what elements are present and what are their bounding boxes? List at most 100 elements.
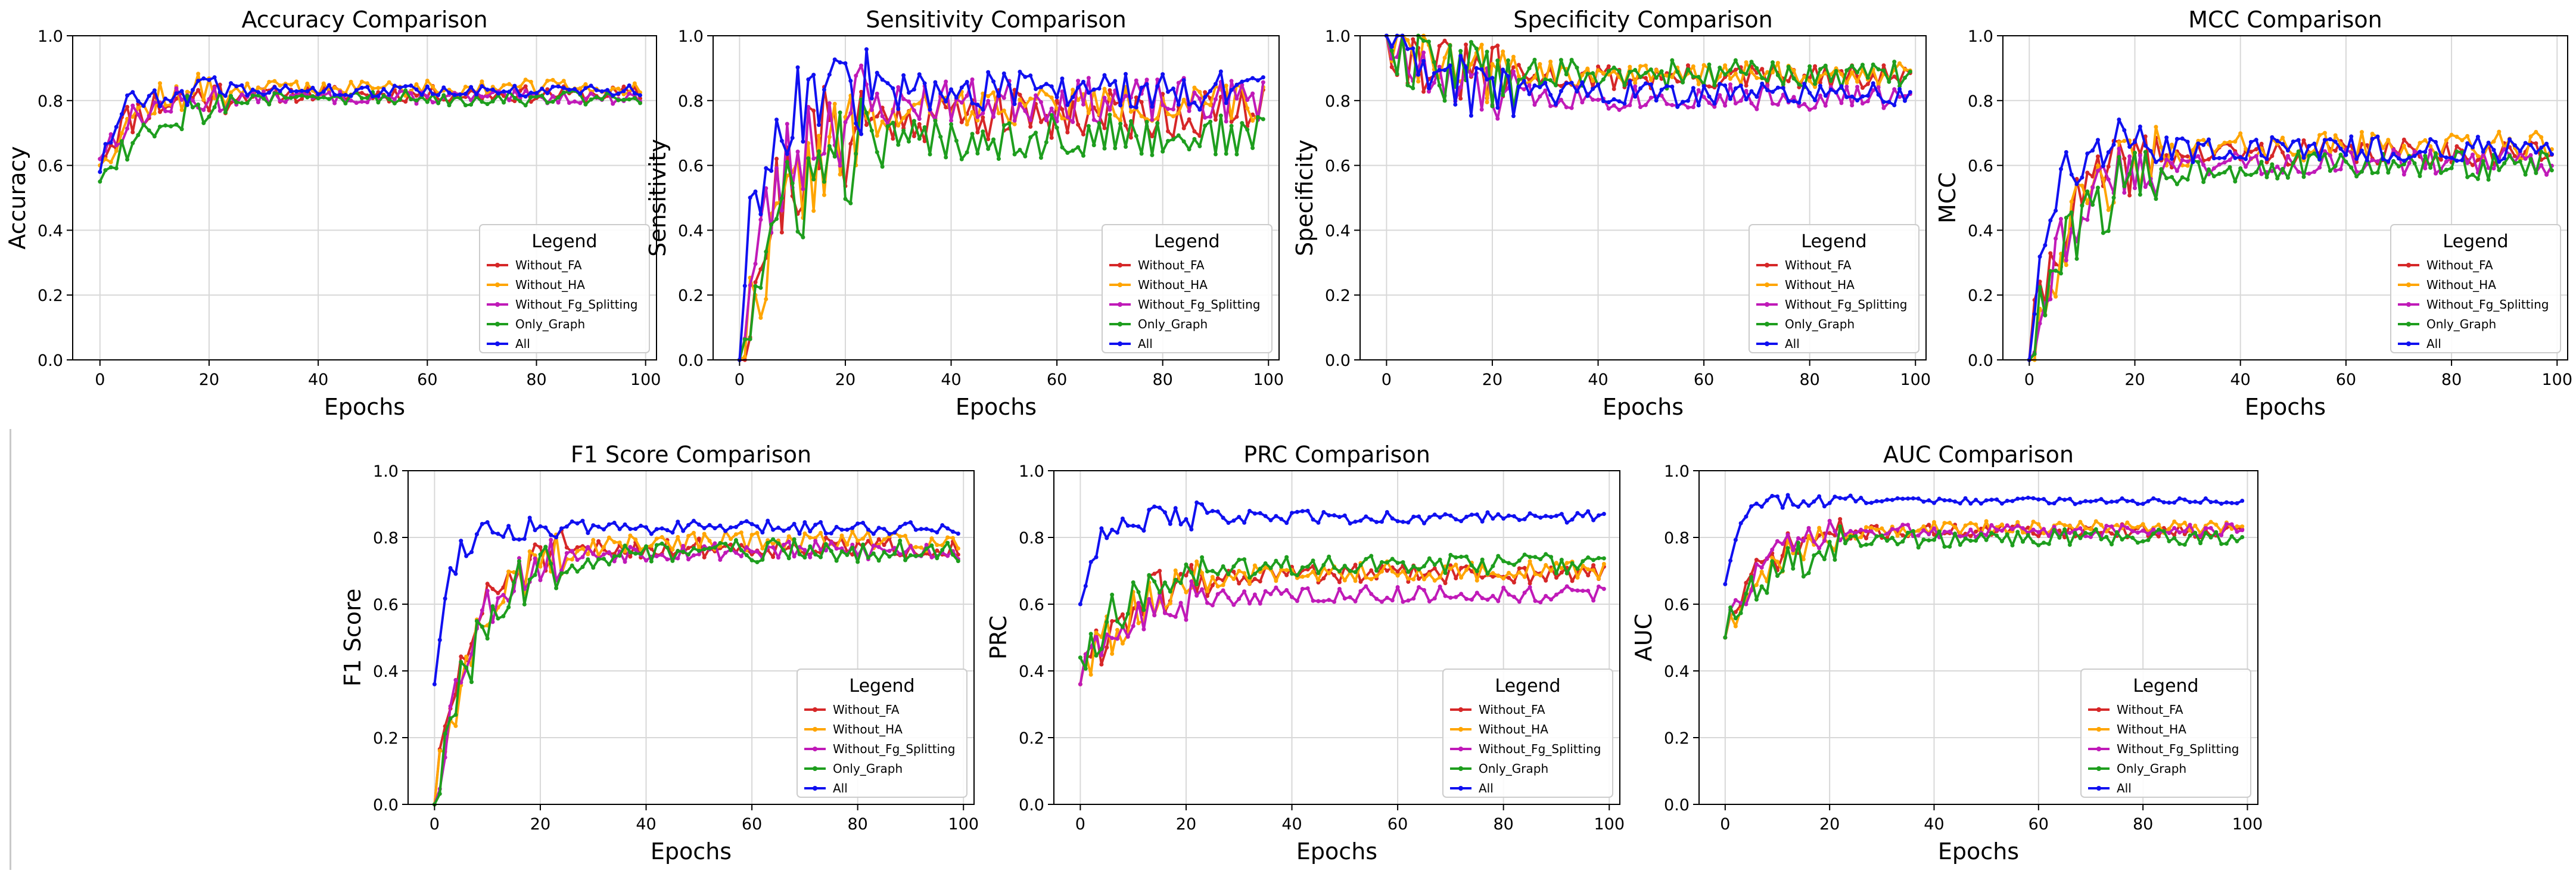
data-point — [1150, 134, 1155, 139]
data-point — [2259, 141, 2264, 146]
y-tick-label: 0.4 — [678, 222, 704, 240]
data-point — [1295, 599, 1299, 604]
x-tick-label: 100 — [1253, 371, 1284, 389]
data-point — [2052, 528, 2057, 533]
data-point — [713, 545, 717, 550]
x-axis-label: Epochs — [956, 394, 1037, 420]
data-point — [1544, 578, 1548, 583]
data-point — [1596, 556, 1601, 561]
data-point — [125, 157, 130, 162]
legend-label: Without_FA — [515, 258, 582, 272]
data-point — [1880, 499, 1884, 503]
data-point — [871, 551, 876, 556]
data-point — [2275, 142, 2280, 147]
data-point — [1245, 106, 1250, 111]
data-point — [758, 285, 763, 290]
data-point — [913, 527, 918, 532]
data-point — [1892, 60, 1897, 64]
data-point — [1887, 100, 1891, 104]
data-point — [1628, 102, 1632, 107]
data-point — [822, 87, 826, 92]
data-point — [771, 537, 776, 542]
data-point — [1902, 67, 1907, 72]
data-point — [742, 355, 747, 359]
data-point — [2031, 496, 2036, 500]
y-tick-label: 0.8 — [678, 92, 704, 111]
data-point — [528, 79, 533, 84]
data-point — [1496, 599, 1501, 604]
data-point — [2291, 153, 2295, 157]
data-point — [447, 103, 452, 108]
data-point — [766, 540, 770, 545]
data-point — [1261, 80, 1265, 85]
data-point — [1099, 662, 1104, 667]
data-point — [1018, 102, 1022, 107]
data-point — [623, 522, 627, 527]
series-All — [432, 515, 960, 686]
x-tick-label: 80 — [1799, 371, 1819, 389]
data-point — [606, 550, 611, 555]
data-point — [1389, 48, 1394, 53]
data-point — [1210, 583, 1215, 587]
data-point — [665, 545, 670, 550]
data-point — [1733, 58, 1738, 63]
data-point — [2207, 157, 2211, 161]
data-point — [1110, 527, 1115, 532]
data-point — [753, 280, 758, 285]
data-point — [1305, 574, 1310, 579]
data-point — [2227, 139, 2232, 144]
data-point — [866, 555, 870, 560]
data-point — [2191, 148, 2195, 153]
data-point — [1215, 592, 1220, 596]
data-point — [1892, 103, 1897, 108]
data-point — [1155, 116, 1160, 120]
data-point — [575, 545, 580, 549]
data-point — [1801, 557, 1806, 562]
data-point — [644, 558, 649, 563]
data-point — [1780, 568, 1785, 573]
data-point — [1570, 517, 1575, 522]
data-point — [2491, 139, 2496, 144]
data-point — [1229, 123, 1234, 128]
data-point — [1718, 66, 1722, 70]
data-point — [744, 519, 749, 524]
series-line — [1385, 35, 1911, 104]
data-point — [1749, 89, 1754, 94]
data-point — [1442, 68, 1447, 73]
data-point — [556, 84, 561, 89]
data-point — [686, 552, 691, 557]
data-point — [1942, 529, 1947, 534]
data-point — [1958, 531, 1962, 536]
data-point — [1749, 60, 1754, 64]
data-point — [801, 235, 805, 240]
x-tick-label: 40 — [1588, 371, 1608, 389]
data-point — [696, 536, 701, 541]
data-point — [1290, 595, 1295, 599]
data-point — [1390, 598, 1395, 603]
data-point — [1411, 577, 1416, 582]
data-point — [2117, 140, 2121, 145]
data-point — [776, 541, 780, 546]
data-point — [527, 549, 532, 554]
data-point — [436, 101, 441, 105]
data-point — [1906, 530, 1911, 535]
data-point — [1527, 511, 1532, 516]
x-tick-label: 40 — [1924, 815, 1944, 834]
data-point — [1838, 524, 1843, 529]
data-point — [2172, 519, 2177, 524]
data-point — [1147, 573, 1152, 577]
data-point — [1161, 72, 1165, 77]
data-point — [1263, 565, 1268, 570]
series-line — [1723, 493, 2243, 585]
data-point — [1178, 580, 1183, 585]
data-point — [1780, 542, 1785, 546]
data-point — [1892, 87, 1897, 92]
data-point — [729, 537, 733, 542]
data-point — [2052, 501, 2057, 506]
data-point — [556, 100, 561, 105]
data-point — [1252, 592, 1257, 597]
data-point — [639, 523, 643, 528]
data-point — [2240, 535, 2245, 540]
data-point — [376, 100, 381, 105]
data-point — [786, 539, 791, 544]
